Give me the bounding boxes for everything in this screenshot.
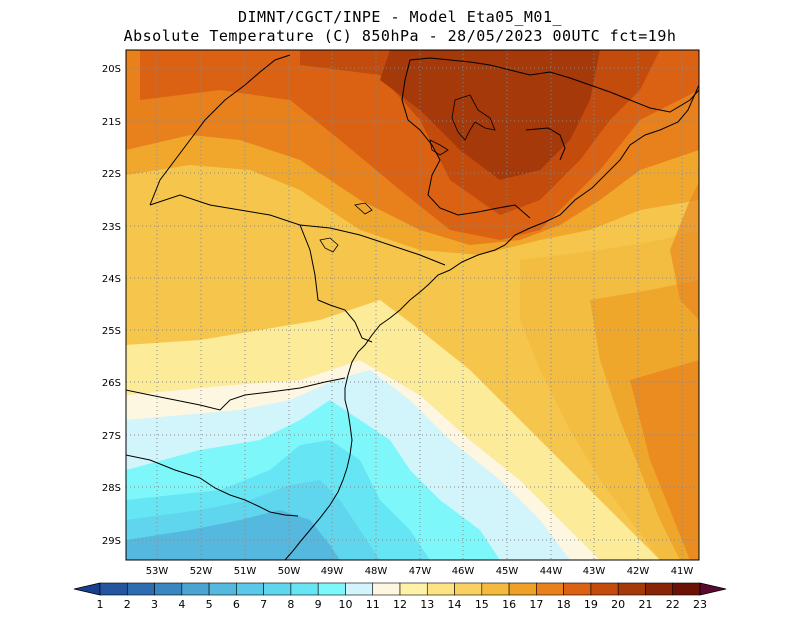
colorbar-swatch bbox=[536, 582, 564, 596]
colorbar-label: 11 bbox=[366, 598, 380, 611]
colorbar-label: 18 bbox=[557, 598, 571, 611]
colorbar-swatch bbox=[645, 582, 674, 596]
colorbar-label: 23 bbox=[693, 598, 707, 611]
colorbar-label: 8 bbox=[287, 598, 294, 611]
lon-label: 41W bbox=[671, 566, 694, 577]
colorbar-swatch bbox=[563, 582, 592, 596]
colorbar-label: 20 bbox=[611, 598, 625, 611]
lon-label: 50W bbox=[278, 566, 301, 577]
colorbar-swatch bbox=[454, 582, 483, 596]
colorbar-swatch bbox=[481, 582, 510, 596]
colorbar-label: 5 bbox=[206, 598, 213, 611]
lon-label: 42W bbox=[627, 566, 650, 577]
colorbar-label: 4 bbox=[178, 598, 185, 611]
colorbar-label: 7 bbox=[260, 598, 267, 611]
colorbar-swatch bbox=[99, 582, 128, 596]
colorbar-arrow-high bbox=[699, 582, 727, 596]
colorbar-label: 16 bbox=[502, 598, 516, 611]
colorbar-label: 21 bbox=[638, 598, 652, 611]
colorbar-label: 12 bbox=[393, 598, 407, 611]
colorbar-label: 1 bbox=[97, 598, 104, 611]
lon-label: 47W bbox=[409, 566, 432, 577]
colorbar-swatch bbox=[372, 582, 401, 596]
lat-label: 22S bbox=[102, 169, 121, 180]
lat-label: 21S bbox=[102, 117, 121, 128]
reservoir-outlines bbox=[319, 94, 496, 253]
colorbar-swatch bbox=[290, 582, 319, 596]
colorbar-swatch bbox=[345, 582, 374, 596]
lon-label: 45W bbox=[496, 566, 519, 577]
lon-label: 48W bbox=[365, 566, 388, 577]
chart-title-line-1: DIMNT/CGCT/INPE - Model Eta05_M01_ bbox=[237, 8, 563, 26]
colorbar-swatch bbox=[317, 582, 346, 596]
colorbar-arrow-low bbox=[73, 582, 101, 596]
lon-label: 52W bbox=[190, 566, 213, 577]
lat-label: 23S bbox=[102, 222, 121, 233]
lat-label: 20S bbox=[102, 64, 121, 75]
colorbar-swatch bbox=[126, 582, 155, 596]
colorbar-label: 9 bbox=[315, 598, 322, 611]
colorbar-swatch bbox=[399, 582, 428, 596]
map-frame bbox=[125, 49, 700, 561]
lat-label: 27S bbox=[102, 431, 121, 442]
colorbar-swatch bbox=[672, 582, 701, 596]
lat-label: 25S bbox=[102, 326, 121, 337]
colorbar-swatch bbox=[426, 582, 455, 596]
colorbar-label: 3 bbox=[151, 598, 158, 611]
colorbar-label: 15 bbox=[475, 598, 489, 611]
colorbar-label: 2 bbox=[124, 598, 131, 611]
colorbar-swatch bbox=[508, 582, 537, 596]
colorbar-swatch bbox=[236, 582, 264, 596]
colorbar: 1 2 3 4 5 6 7 8 9 10 11 12 13 14 15 16 17 18 19 20 21 22 23 bbox=[73, 582, 727, 611]
coastline-borders bbox=[126, 54, 699, 560]
colorbar-label: 17 bbox=[529, 598, 543, 611]
lon-label: 43W bbox=[583, 566, 606, 577]
colorbar-label: 22 bbox=[666, 598, 680, 611]
colorbar-swatch bbox=[208, 582, 237, 596]
longitude-labels: 53W 52W 51W 50W 49W 48W 47W 46W 45W 44W … bbox=[146, 566, 694, 577]
lon-label: 44W bbox=[540, 566, 563, 577]
chart-title-line-2: Absolute Temperature (C) 850hPa - 28/05/… bbox=[123, 27, 677, 45]
colorbar-label: 13 bbox=[420, 598, 434, 611]
colorbar-label: 14 bbox=[448, 598, 462, 611]
lat-label: 28S bbox=[102, 483, 121, 494]
colorbar-label: 10 bbox=[338, 598, 352, 611]
lat-label: 29S bbox=[102, 536, 121, 547]
lat-label: 24S bbox=[102, 274, 121, 285]
colorbar-swatch bbox=[263, 582, 292, 596]
latitude-labels: 20S 21S 22S 23S 24S 25S 26S 27S 28S 29S bbox=[102, 64, 121, 547]
colorbar-swatch bbox=[154, 582, 183, 596]
grid-lines bbox=[126, 50, 699, 560]
colorbar-label: 19 bbox=[584, 598, 598, 611]
temperature-field bbox=[126, 50, 699, 560]
lon-label: 46W bbox=[452, 566, 475, 577]
colorbar-label: 6 bbox=[233, 598, 240, 611]
lon-label: 53W bbox=[146, 566, 169, 577]
lat-label: 26S bbox=[102, 378, 121, 389]
lon-label: 51W bbox=[234, 566, 257, 577]
colorbar-swatch bbox=[590, 582, 619, 596]
lon-label: 49W bbox=[321, 566, 344, 577]
colorbar-swatch bbox=[617, 582, 646, 596]
colorbar-swatch bbox=[181, 582, 210, 596]
